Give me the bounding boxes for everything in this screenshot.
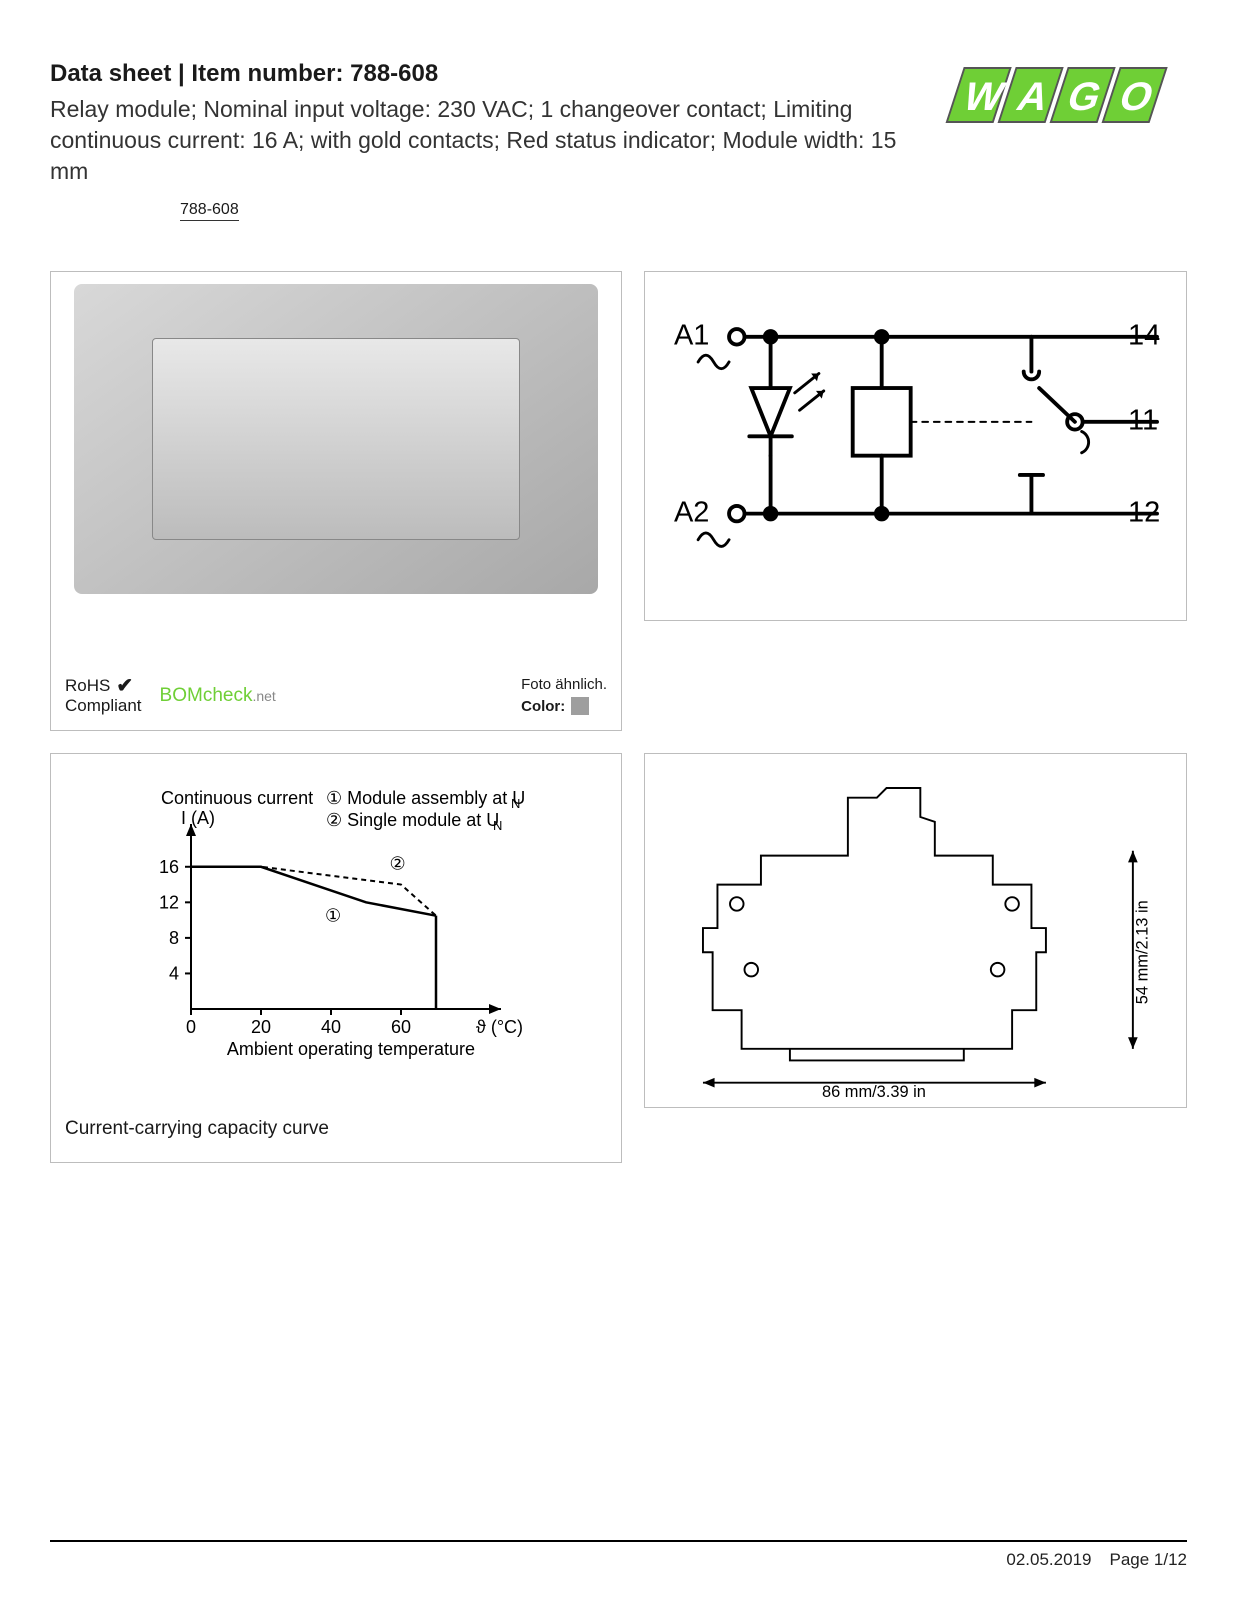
svg-text:60: 60 xyxy=(391,1017,411,1037)
wago-logo: W A G O xyxy=(927,60,1187,130)
derating-chart: 4 8 12 16 0 20 40 60 Continuous currentI (A) ϑ (°… xyxy=(81,774,601,1084)
terminal-11: 11 xyxy=(1128,405,1158,437)
circuit-schematic: A1 A2 14 11 12 xyxy=(645,272,1186,620)
rohs-compliant-label: RoHS ✔ Compliant xyxy=(65,675,142,716)
dim-height: 54 mm/2.13 in xyxy=(1133,900,1151,1004)
rohs-text: RoHS xyxy=(65,677,110,696)
foto-aehnlich: Foto ähnlich. xyxy=(521,676,607,693)
svg-text:4: 4 xyxy=(169,964,179,984)
svg-text:20: 20 xyxy=(251,1017,271,1037)
svg-text:① Module assembly at U: ① Module assembly at U xyxy=(326,788,525,808)
svg-text:②: ② xyxy=(390,854,406,874)
schematic-panel: A1 A2 14 11 12 xyxy=(644,271,1187,621)
svg-text:② Single module at U: ② Single module at U xyxy=(326,810,499,830)
svg-text:Continuous current: Continuous current xyxy=(161,788,313,808)
svg-text:12: 12 xyxy=(159,892,179,912)
dimensions-drawing: 86 mm/3.39 in 54 mm/2.13 in xyxy=(645,754,1186,1107)
svg-text:N: N xyxy=(493,818,502,833)
header: Data sheet | Item number: 788-608 Relay … xyxy=(50,60,1187,221)
foto-column: Foto ähnlich. Color: xyxy=(521,676,607,715)
svg-text:40: 40 xyxy=(321,1017,341,1037)
product-photo-placeholder xyxy=(74,284,598,594)
svg-text:0: 0 xyxy=(186,1017,196,1037)
color-swatch xyxy=(571,697,589,715)
dimensions-panel: 86 mm/3.39 in 54 mm/2.13 in xyxy=(644,753,1187,1108)
svg-text:N: N xyxy=(511,796,520,811)
terminal-a2: A2 xyxy=(674,496,709,528)
terminal-12: 12 xyxy=(1128,496,1160,528)
svg-text:Ambient operating temperature: Ambient operating temperature xyxy=(227,1039,475,1059)
bomcheck-label: BOMcheck.net xyxy=(160,685,276,707)
photo-footer: RoHS ✔ Compliant BOMcheck.net Foto ähnli… xyxy=(65,675,607,716)
item-number-badge: 788-608 xyxy=(180,201,239,221)
header-text: Data sheet | Item number: 788-608 Relay … xyxy=(50,60,927,221)
terminal-14: 14 xyxy=(1128,320,1160,352)
footer-page: Page 1/12 xyxy=(1109,1550,1187,1570)
content-grid: RoHS ✔ Compliant BOMcheck.net Foto ähnli… xyxy=(50,271,1187,1163)
chart-panel: 4 8 12 16 0 20 40 60 Continuous currentI (A) ϑ (°… xyxy=(50,753,622,1163)
svg-text:8: 8 xyxy=(169,928,179,948)
terminal-a1: A1 xyxy=(674,320,709,352)
svg-text:①: ① xyxy=(325,906,341,926)
chart-caption: Current-carrying capacity curve xyxy=(65,1118,329,1140)
compliant-text: Compliant xyxy=(65,697,142,716)
color-label: Color: xyxy=(521,698,565,715)
page-footer: 02.05.2019 Page 1/12 xyxy=(50,1540,1187,1570)
page-description: Relay module; Nominal input voltage: 230… xyxy=(50,94,927,187)
product-photo-panel: RoHS ✔ Compliant BOMcheck.net Foto ähnli… xyxy=(50,271,622,731)
svg-text:I (A): I (A) xyxy=(181,808,215,828)
product-body xyxy=(152,338,519,540)
svg-text:ϑ (°C): ϑ (°C) xyxy=(476,1017,523,1037)
footer-date: 02.05.2019 xyxy=(1006,1550,1091,1570)
check-icon: ✔ xyxy=(116,675,133,697)
dim-width: 86 mm/3.39 in xyxy=(822,1083,926,1101)
svg-text:16: 16 xyxy=(159,857,179,877)
page-title: Data sheet | Item number: 788-608 xyxy=(50,60,927,88)
